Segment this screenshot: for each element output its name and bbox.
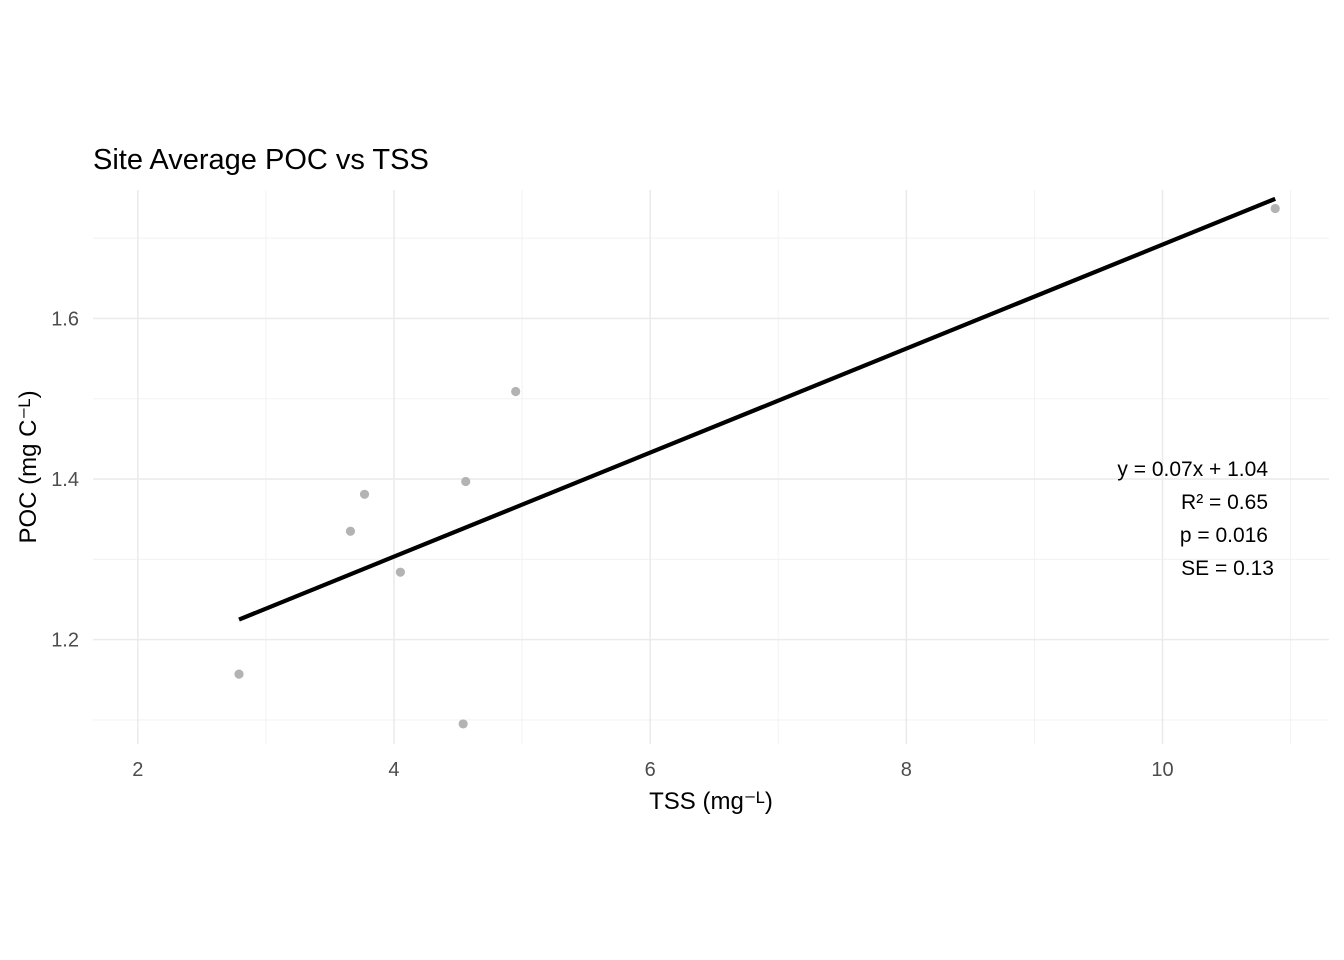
data-point [511,386,521,397]
x-tick-label: 6 [645,759,656,781]
data-point [395,567,405,577]
y-tick-label: 1.2 [51,630,79,652]
x-tick-label: 10 [1151,759,1173,781]
data-point [458,719,468,729]
x-axis-label: TSS (mg⁻ᴸ) [649,788,773,815]
data-point [1270,203,1280,214]
annotation-line: p = 0.016 [1180,524,1268,547]
data-point [359,489,370,499]
annotation-line: SE = 0.13 [1181,557,1274,580]
tick-labels: 2 4 6 8 10 1.2 1.4 1.6 [51,308,1173,781]
regression-line [238,196,1276,622]
x-tick-label: 8 [901,759,912,781]
chart-title: Site Average POC vs TSS [93,144,429,176]
x-tick-label: 4 [388,759,399,781]
annotation-line: R² = 0.65 [1181,491,1268,514]
y-tick-label: 1.6 [51,308,79,330]
annotation-line: y = 0.07x + 1.04 [1117,458,1268,481]
x-tick-label: 2 [132,759,143,781]
regression-annotation: y = 0.07x + 1.04 R² = 0.65 p = 0.016 SE = 0… [1117,458,1274,580]
data-points [234,203,1280,729]
y-tick-label: 1.4 [51,469,79,491]
grid-lines [93,190,1329,744]
data-point [234,669,244,679]
y-axis-label: POC (mg C⁻ᴸ) [15,390,42,543]
data-point [345,526,356,536]
data-point [461,476,471,487]
regression-line-group [238,196,1276,622]
